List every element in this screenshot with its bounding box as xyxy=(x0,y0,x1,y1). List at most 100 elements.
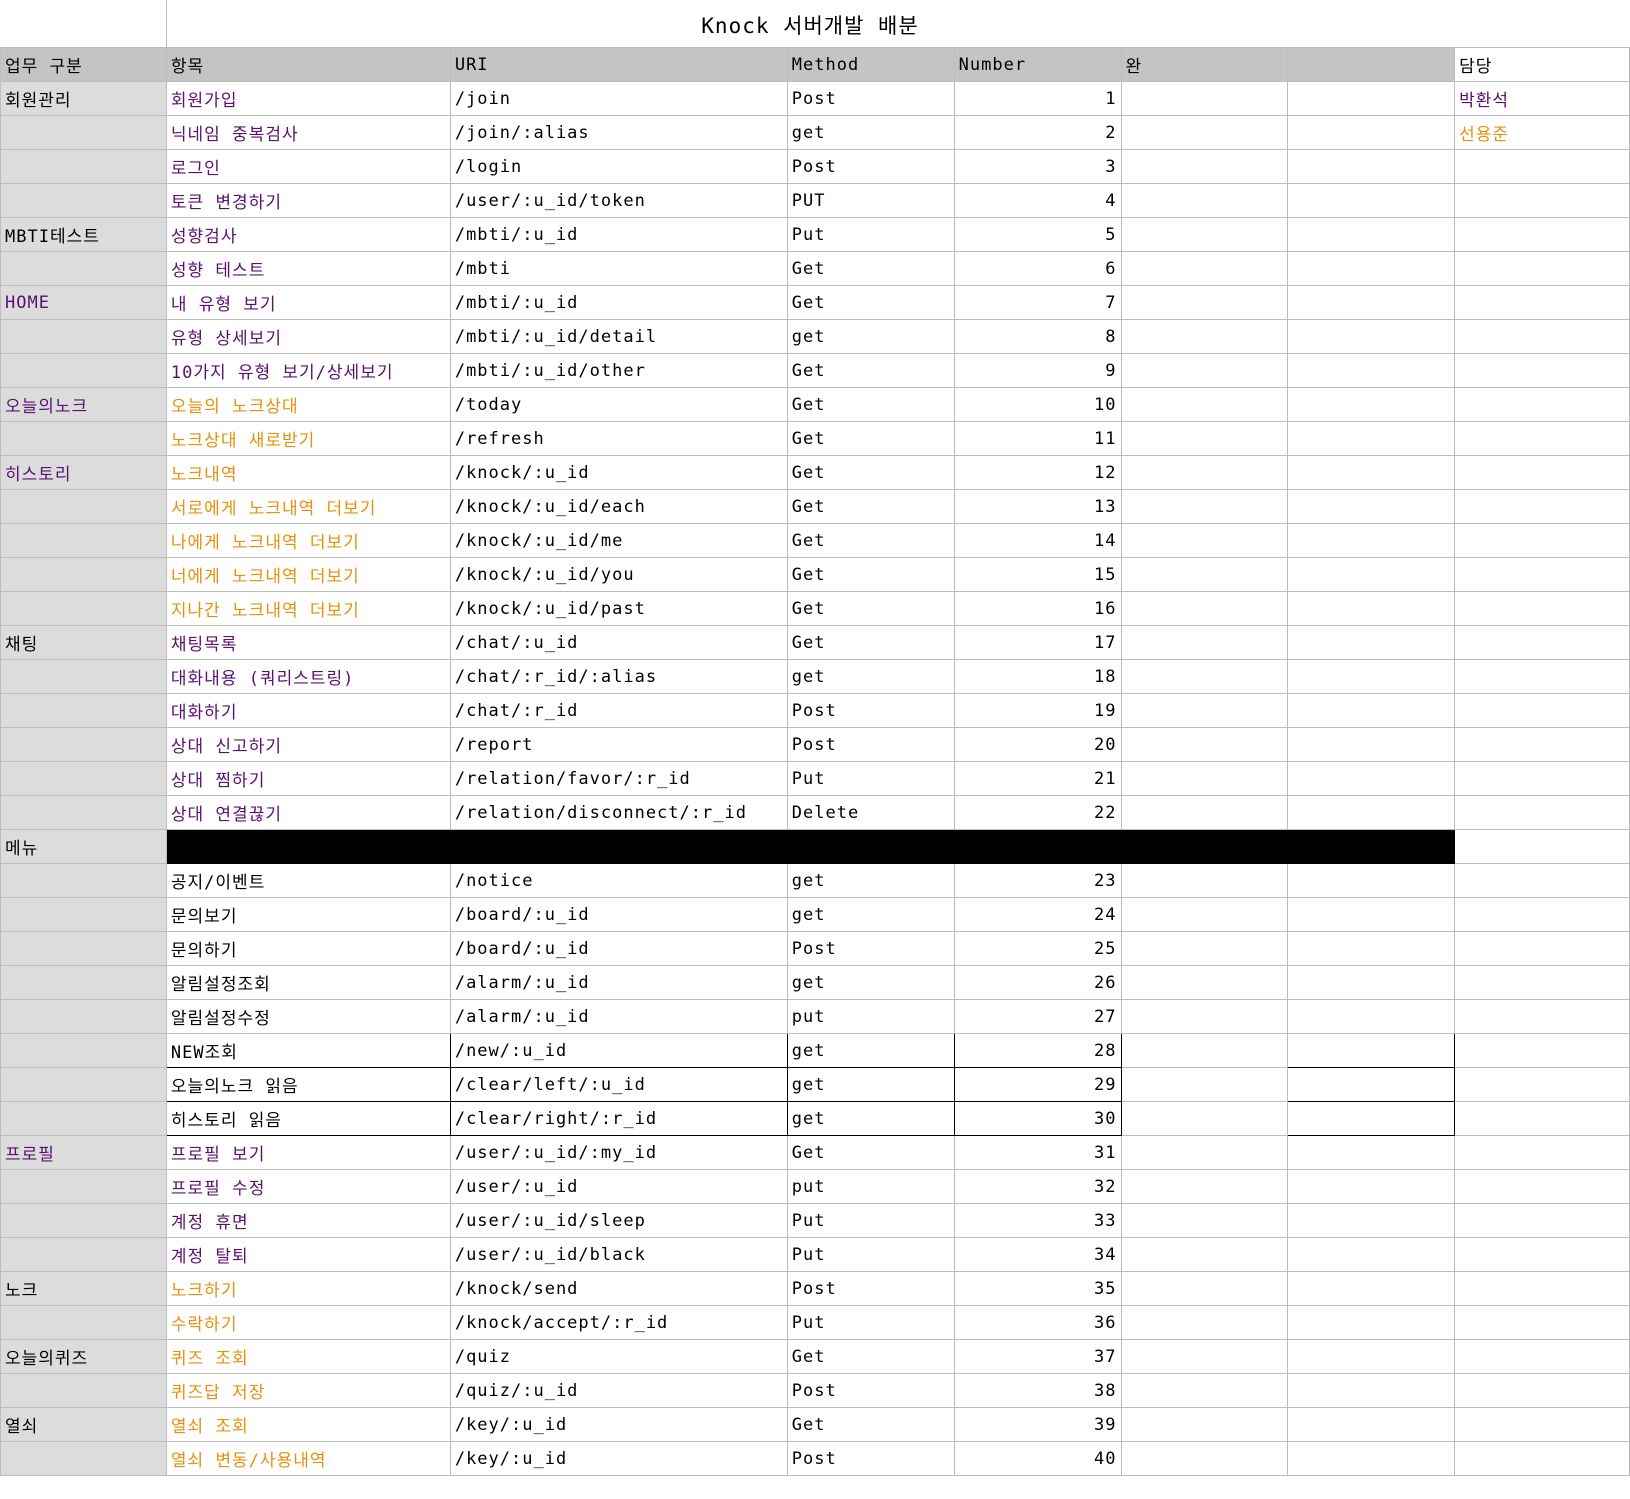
done-cell[interactable] xyxy=(1120,693,1289,728)
number-cell[interactable]: 8 xyxy=(953,319,1122,354)
uri-cell[interactable]: /relation/disconnect/:r_id xyxy=(449,795,788,830)
number-cell[interactable]: 11 xyxy=(953,421,1122,456)
number-cell[interactable]: 6 xyxy=(953,251,1122,286)
number-cell[interactable]: 39 xyxy=(953,1407,1122,1442)
owner-cell[interactable] xyxy=(1454,897,1630,932)
method-cell[interactable]: Get xyxy=(786,625,955,660)
uri-cell[interactable]: /login xyxy=(449,149,788,184)
item-cell[interactable]: NEW조회 xyxy=(165,1033,451,1068)
uri-cell[interactable]: /today xyxy=(449,387,788,422)
method-cell[interactable]: Get xyxy=(786,1135,955,1170)
done-cell[interactable] xyxy=(1120,1169,1289,1204)
extra-cell[interactable] xyxy=(1287,659,1456,694)
extra-cell[interactable] xyxy=(1287,1067,1456,1102)
method-cell[interactable]: Get xyxy=(786,455,955,490)
owner-cell[interactable] xyxy=(1454,251,1630,286)
uri-cell[interactable]: /join/:alias xyxy=(449,115,788,150)
done-cell[interactable] xyxy=(1120,1271,1289,1306)
uri-cell[interactable]: /user/:u_id xyxy=(449,1169,788,1204)
method-cell[interactable]: get xyxy=(786,319,955,354)
owner-cell[interactable] xyxy=(1454,183,1630,218)
item-cell[interactable]: 로그인 xyxy=(165,149,451,184)
number-cell[interactable]: 34 xyxy=(953,1237,1122,1272)
number-cell[interactable]: 20 xyxy=(953,727,1122,762)
method-cell[interactable]: Get xyxy=(786,557,955,592)
extra-cell[interactable] xyxy=(1287,1169,1456,1204)
extra-cell[interactable] xyxy=(1287,523,1456,558)
header-item[interactable]: 항목 xyxy=(165,47,451,82)
category-cell[interactable] xyxy=(0,1373,167,1408)
item-cell[interactable]: 문의하기 xyxy=(165,931,451,966)
item-cell[interactable]: 상대 연결끊기 xyxy=(165,795,451,830)
extra-cell[interactable] xyxy=(1287,1271,1456,1306)
done-cell[interactable] xyxy=(1120,455,1289,490)
item-cell[interactable]: 상대 찜하기 xyxy=(165,761,451,796)
uri-cell[interactable]: /notice xyxy=(449,863,788,898)
extra-cell[interactable] xyxy=(1287,387,1456,422)
category-cell[interactable] xyxy=(0,1237,167,1272)
method-cell[interactable]: Post xyxy=(786,149,955,184)
uri-cell[interactable]: /mbti/:u_id xyxy=(449,285,788,320)
category-cell[interactable]: 히스토리 xyxy=(0,455,167,490)
number-cell[interactable]: 2 xyxy=(953,115,1122,150)
done-cell[interactable] xyxy=(1120,251,1289,286)
extra-cell[interactable] xyxy=(1287,421,1456,456)
category-cell[interactable] xyxy=(0,897,167,932)
number-cell[interactable]: 40 xyxy=(953,1441,1122,1476)
owner-cell[interactable] xyxy=(1454,319,1630,354)
number-cell[interactable]: 13 xyxy=(953,489,1122,524)
done-cell[interactable] xyxy=(1120,81,1289,116)
extra-cell[interactable] xyxy=(1287,1135,1456,1170)
number-cell[interactable]: 27 xyxy=(953,999,1122,1034)
method-cell[interactable]: Put xyxy=(786,761,955,796)
uri-cell[interactable]: /mbti/:u_id/other xyxy=(449,353,788,388)
category-cell[interactable] xyxy=(0,863,167,898)
extra-cell[interactable] xyxy=(1287,1305,1456,1340)
method-cell[interactable]: get xyxy=(786,1101,955,1136)
item-cell[interactable]: 문의보기 xyxy=(165,897,451,932)
category-cell[interactable] xyxy=(0,931,167,966)
uri-cell[interactable]: /user/:u_id/sleep xyxy=(449,1203,788,1238)
item-cell[interactable]: 퀴즈 조회 xyxy=(165,1339,451,1374)
item-cell[interactable]: 10가지 유형 보기/상세보기 xyxy=(165,353,451,388)
uri-cell[interactable]: /knock/:u_id/each xyxy=(449,489,788,524)
extra-cell[interactable] xyxy=(1287,931,1456,966)
extra-cell[interactable] xyxy=(1287,217,1456,252)
item-cell[interactable]: 공지/이벤트 xyxy=(165,863,451,898)
category-cell[interactable] xyxy=(0,727,167,762)
category-cell[interactable] xyxy=(0,421,167,456)
item-cell[interactable]: 노크상대 새로받기 xyxy=(165,421,451,456)
category-cell[interactable]: HOME xyxy=(0,285,167,320)
header-done[interactable]: 완 xyxy=(1120,47,1289,82)
number-cell[interactable]: 7 xyxy=(953,285,1122,320)
extra-cell[interactable] xyxy=(1287,1101,1456,1136)
category-cell[interactable] xyxy=(0,115,167,150)
done-cell[interactable] xyxy=(1120,1373,1289,1408)
item-cell[interactable]: 너에게 노크내역 더보기 xyxy=(165,557,451,592)
method-cell[interactable]: Put xyxy=(786,1305,955,1340)
done-cell[interactable] xyxy=(1120,1135,1289,1170)
done-cell[interactable] xyxy=(1120,353,1289,388)
category-cell[interactable] xyxy=(0,1101,167,1136)
extra-cell[interactable] xyxy=(1287,115,1456,150)
uri-cell[interactable]: /clear/right/:r_id xyxy=(449,1101,788,1136)
extra-cell[interactable] xyxy=(1287,81,1456,116)
category-cell[interactable] xyxy=(0,319,167,354)
number-cell[interactable]: 23 xyxy=(953,863,1122,898)
item-cell[interactable]: 토큰 변경하기 xyxy=(165,183,451,218)
item-cell[interactable]: 대화하기 xyxy=(165,693,451,728)
number-cell[interactable]: 16 xyxy=(953,591,1122,626)
method-cell[interactable]: Get xyxy=(786,285,955,320)
item-cell[interactable] xyxy=(165,829,451,864)
owner-cell[interactable] xyxy=(1454,761,1630,796)
uri-cell[interactable]: /knock/send xyxy=(449,1271,788,1306)
owner-cell[interactable] xyxy=(1454,1169,1630,1204)
method-cell[interactable]: Post xyxy=(786,1441,955,1476)
done-cell[interactable] xyxy=(1120,931,1289,966)
owner-cell[interactable] xyxy=(1454,795,1630,830)
uri-cell[interactable]: /knock/:u_id xyxy=(449,455,788,490)
item-cell[interactable]: 수락하기 xyxy=(165,1305,451,1340)
owner-cell[interactable] xyxy=(1454,693,1630,728)
method-cell[interactable]: get xyxy=(786,1033,955,1068)
uri-cell[interactable]: /quiz xyxy=(449,1339,788,1374)
